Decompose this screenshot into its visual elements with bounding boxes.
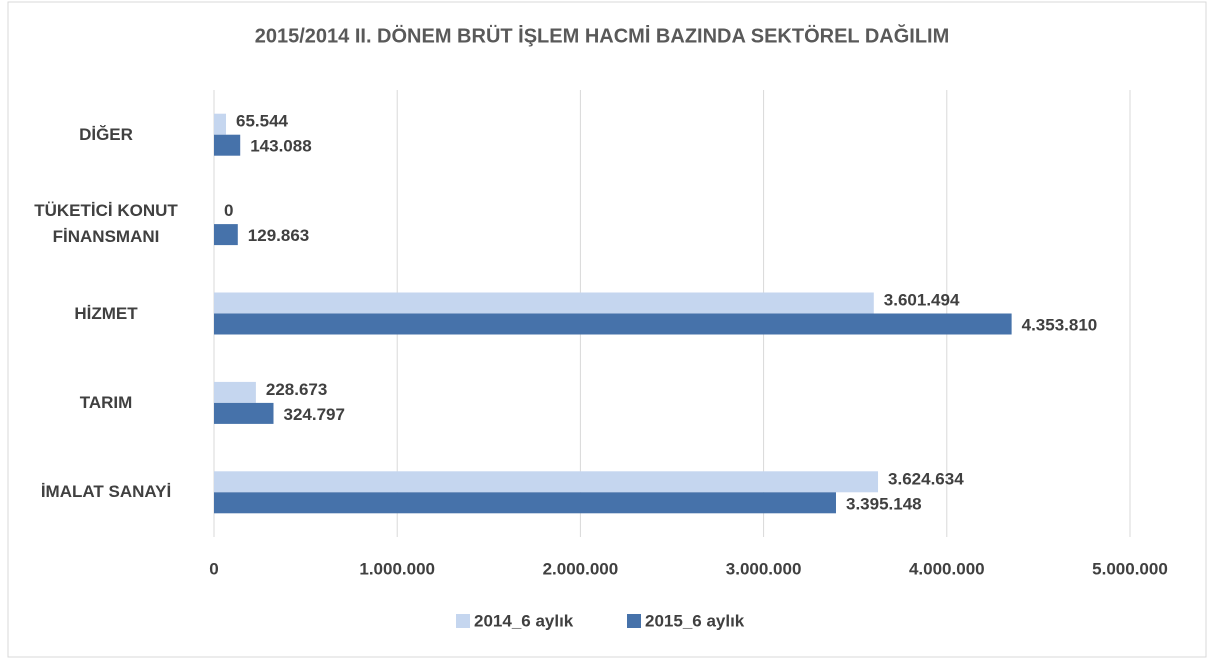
x-tick-label: 2.000.000 [543,559,619,578]
bar [214,402,274,424]
value-label: 3.395.148 [846,494,922,513]
bar [214,471,879,493]
chart-title: 2015/2014 II. DÖNEM BRÜT İŞLEM HACMİ BAZ… [255,23,950,47]
value-label: 3.624.634 [888,469,964,488]
y-tick-label: TARIM [79,392,133,412]
y-tick-label: DİĞER [79,124,133,144]
y-tick-label: HİZMET [74,303,138,323]
bar [214,492,836,514]
value-label: 129.863 [248,226,309,245]
x-tick-label: 5.000.000 [1092,559,1168,578]
x-tick-label: 1.000.000 [359,559,435,578]
value-label: 324.797 [284,405,345,424]
x-tick-label: 0 [209,559,218,578]
legend-label: 2014_6 aylık [474,611,574,630]
x-tick-label: 4.000.000 [909,559,985,578]
legend-swatch [627,614,641,628]
value-label: 228.673 [266,380,327,399]
legend-swatch [456,614,470,628]
bar [214,134,241,156]
value-label: 3.601.494 [884,290,960,309]
bar [214,313,1012,335]
bar [214,292,874,314]
value-label: 4.353.810 [1022,315,1098,334]
y-tick-label: İMALAT SANAYİ [40,482,172,502]
x-tick-label: 3.000.000 [726,559,802,578]
bar [214,224,238,246]
value-label: 143.088 [250,137,311,156]
legend-label: 2015_6 aylık [645,611,745,630]
bar [214,113,227,135]
bar [214,381,256,403]
value-label: 0 [224,201,233,220]
y-tick-label: TÜKETİCİ KONUT FİNANSMANI [34,201,178,247]
value-label: 65.544 [236,112,289,131]
